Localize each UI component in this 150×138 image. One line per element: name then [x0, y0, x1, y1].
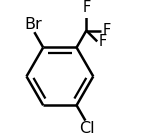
Text: F: F: [99, 34, 107, 49]
Text: Cl: Cl: [79, 121, 94, 136]
Text: Br: Br: [24, 17, 42, 32]
Text: F: F: [82, 0, 90, 15]
Text: F: F: [102, 23, 111, 38]
